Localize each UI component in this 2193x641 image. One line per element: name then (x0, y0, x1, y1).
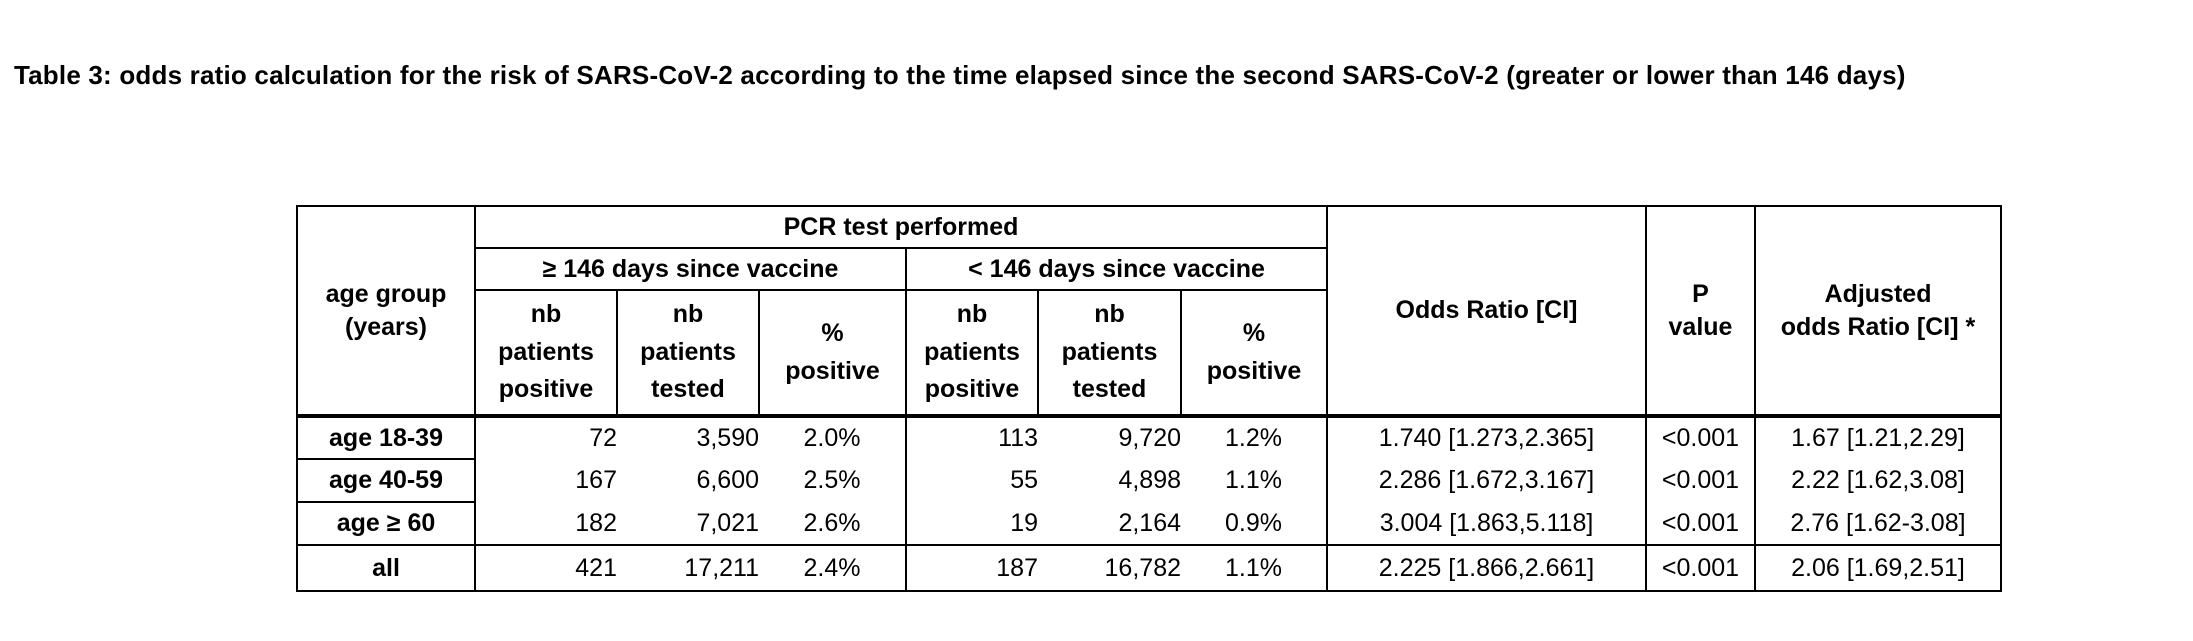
cell-p-value: <0.001 (1646, 459, 1756, 502)
header-lt146-nb-positive: nb patients positive (906, 290, 1039, 418)
cell-ge146-tested: 7,021 (617, 502, 759, 546)
cell-age-group: age 40-59 (297, 459, 476, 503)
cell-adjusted-or: 2.76 [1.62-3.08] (1755, 502, 2001, 546)
cell-lt146-positive: 187 (996, 553, 1038, 582)
cell-ge146-pct: 2.6% (759, 502, 907, 546)
cell-odds-ratio: 2.225 [1.866,2.661] (1327, 545, 1647, 591)
header-lt146-nb-tested: nb patients tested (1038, 290, 1182, 418)
cell-lt146-positive: 113 (998, 424, 1038, 453)
header-row-1: age group (years) PCR test performed Odd… (297, 206, 2001, 418)
cell-odds-ratio: 1.740 [1.273,2.365] (1327, 416, 1647, 459)
cell-lt146-positive: 55 (1010, 466, 1038, 495)
table-title: Table 3: odds ratio calculation for the … (14, 60, 1906, 90)
cell-p-value: <0.001 (1646, 502, 1756, 546)
cell-age-group: all (297, 545, 476, 591)
table-row-age-40-59: age 40-59 167 6,600 2.5% 55 4,898 1.1% 2… (297, 459, 2001, 503)
cell-ge146-tested: 6,600 (696, 466, 759, 495)
header-adjusted-odds-ratio: Adjusted odds Ratio [CI] * (1755, 206, 2001, 418)
cell-ge146-pct: 2.0% (759, 416, 907, 459)
header-group-ge146: ≥ 146 days since vaccine (475, 248, 907, 291)
cell-odds-ratio: 3.004 [1.863,5.118] (1327, 502, 1647, 546)
cell-ge146-positive: 72 (589, 424, 617, 453)
header-ge146-nb-tested: nb patients tested (617, 290, 760, 418)
header-row-2: ≥ 146 days since vaccine < 146 days sinc… (297, 248, 2001, 291)
cell-lt146-pct: 0.9% (1181, 502, 1328, 546)
cell-adjusted-or: 1.67 [1.21,2.29] (1791, 424, 1965, 453)
cell-lt146-tested: 2,164 (1038, 502, 1181, 546)
header-row-3: nb patients positive nb patients tested … (297, 290, 2001, 418)
header-group-lt146: < 146 days since vaccine (906, 248, 1328, 291)
cell-p-value: <0.001 (1646, 416, 1756, 459)
cell-adjusted-or: 2.06 [1.69,2.51] (1791, 553, 1965, 582)
cell-ge146-positive: 421 (575, 553, 617, 582)
header-pcr-test-performed: PCR test performed (475, 206, 1328, 249)
cell-ge146-tested: 17,211 (684, 553, 759, 582)
cell-lt146-positive: 19 (906, 502, 1038, 546)
cell-lt146-tested: 16,782 (1104, 553, 1181, 582)
cell-odds-ratio: 2.286 [1.672,3.167] (1327, 459, 1647, 502)
cell-lt146-pct: 1.2% (1181, 416, 1328, 459)
cell-p-value: <0.001 (1646, 545, 1756, 591)
cell-ge146-tested: 3,590 (696, 424, 759, 453)
header-odds-ratio: Odds Ratio [CI] (1327, 206, 1647, 418)
odds-ratio-table: age group (years) PCR test performed Odd… (296, 205, 2002, 592)
cell-ge146-pct: 2.4% (759, 545, 907, 591)
cell-lt146-pct: 1.1% (1181, 459, 1328, 502)
table-row-age-ge-60: age ≥ 60 182 7,021 2.6% 19 2,164 0.9% 3.… (297, 502, 2001, 546)
cell-age-group: age ≥ 60 (297, 502, 476, 546)
header-age-group: age group (years) (297, 206, 476, 418)
cell-ge146-positive: 167 (575, 466, 617, 495)
header-p-value: P value (1646, 206, 1756, 418)
cell-lt146-tested: 9,720 (1118, 424, 1181, 453)
cell-adjusted-or: 2.22 [1.62,3.08] (1791, 466, 1965, 495)
cell-age-group: age 18-39 (297, 416, 476, 460)
cell-lt146-pct: 1.1% (1181, 545, 1328, 591)
cell-ge146-pct: 2.5% (759, 459, 907, 502)
cell-lt146-tested: 4,898 (1118, 466, 1181, 495)
cell-ge146-positive: 182 (475, 502, 617, 546)
table-row-age-18-39: age 18-39 72 3,590 2.0% 113 9,720 1.2% 1… (297, 416, 2001, 460)
header-lt146-pct-positive: % positive (1181, 290, 1328, 418)
header-ge146-nb-positive: nb patients positive (475, 290, 618, 418)
header-ge146-pct-positive: % positive (759, 290, 907, 418)
table-row-all: all 421 17,211 2.4% 187 16,782 1.1% 2.22… (297, 545, 2001, 591)
